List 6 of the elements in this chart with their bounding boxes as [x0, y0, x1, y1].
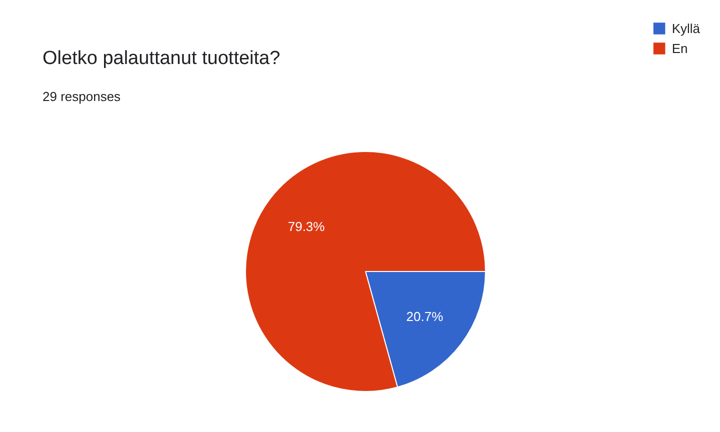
legend-label: En [672, 40, 689, 56]
data-label: 79.3% [288, 218, 326, 234]
data-label: 20.7% [406, 309, 444, 324]
legend-label: Kyllä [672, 20, 700, 36]
text: Oletko palauttanut tuotteita? [42, 48, 280, 69]
text: 29 responses [42, 89, 122, 104]
